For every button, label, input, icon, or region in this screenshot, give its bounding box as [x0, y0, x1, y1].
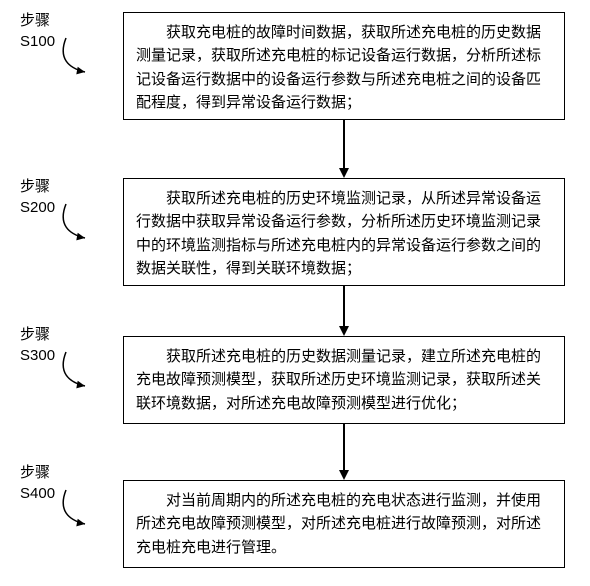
- step-box-s400: 对当前周期内的所述充电桩的充电状态进行监测，并使用所述充电故障预测模型，对所述充…: [123, 480, 565, 568]
- arrow-shaft: [343, 286, 345, 326]
- arrow-head-icon: [339, 470, 349, 480]
- step-box-s300: 获取所述充电桩的历史数据测量记录，建立所述充电桩的充电故障预测模型，获取所述历史…: [123, 336, 565, 424]
- flowchart-canvas: 步骤S100获取充电桩的故障时间数据，获取所述充电桩的历史数据测量记录，获取所述…: [0, 0, 590, 586]
- label-connector-s400: [10, 476, 130, 546]
- step-box-s200: 获取所述充电桩的历史环境监测记录，从所述异常设备运行数据中获取异常设备运行参数，…: [123, 178, 565, 286]
- arrow-shaft: [343, 424, 345, 470]
- label-connector-s100: [10, 24, 130, 94]
- label-connector-s200: [10, 190, 130, 260]
- step-box-s100: 获取充电桩的故障时间数据，获取所述充电桩的历史数据测量记录，获取所述充电桩的标记…: [123, 12, 565, 120]
- arrow-head-icon: [339, 326, 349, 336]
- arrow-shaft: [343, 120, 345, 168]
- arrow-head-icon: [339, 168, 349, 178]
- label-connector-s300: [10, 338, 130, 408]
